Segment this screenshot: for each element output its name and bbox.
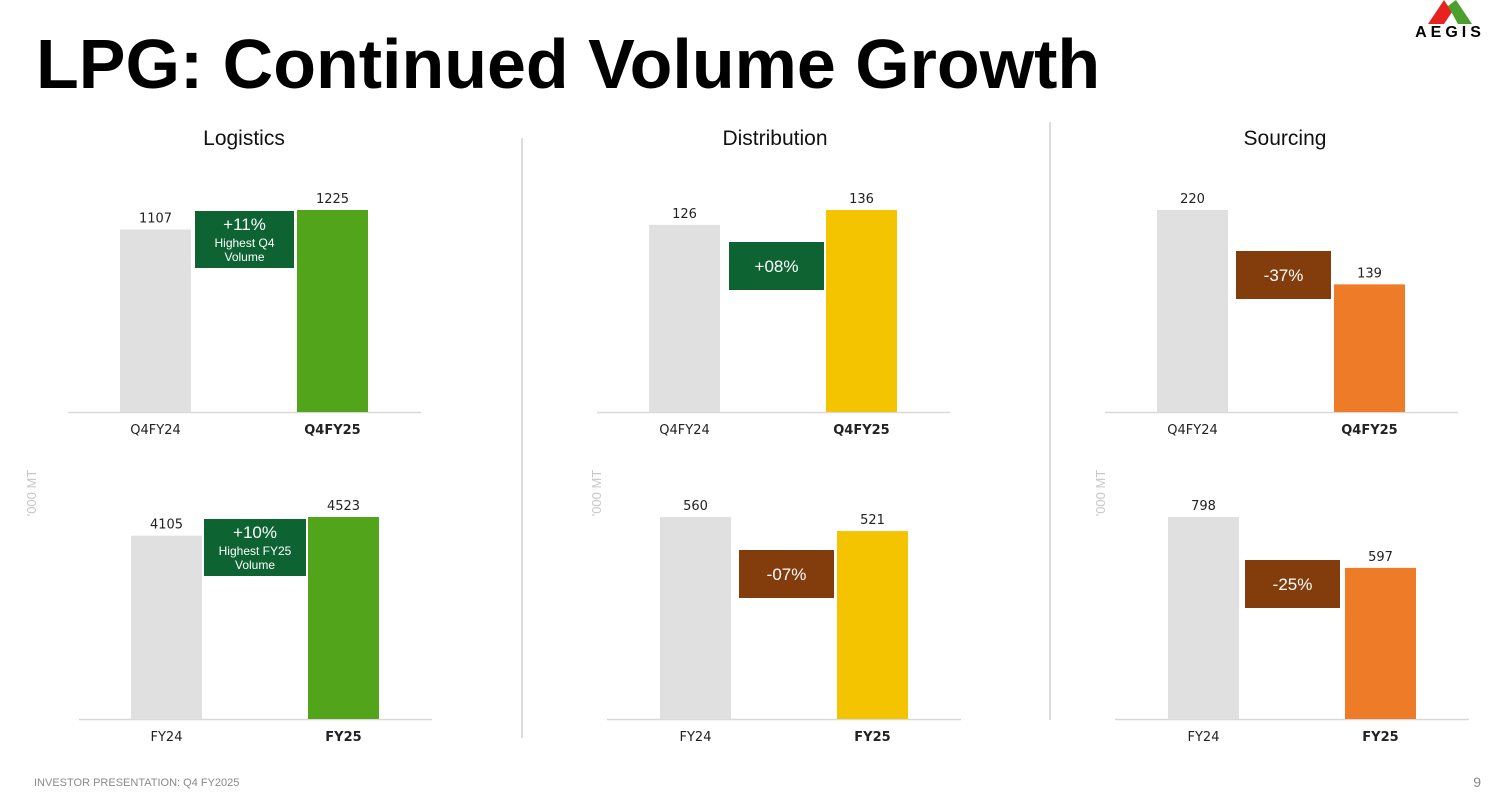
column-divider xyxy=(521,138,523,738)
tick-label: FY25 xyxy=(325,730,361,745)
bar-logistics-q4fy25 xyxy=(297,210,368,412)
tick-label: FY25 xyxy=(854,730,890,745)
change-label: +10% xyxy=(233,523,277,542)
data-label: 220 xyxy=(1180,192,1205,207)
tick-label: FY25 xyxy=(1362,730,1398,745)
y-axis-unit-label: '000 MT xyxy=(589,470,604,517)
bar-sourcing-q4fy25 xyxy=(1334,284,1405,412)
change-box xyxy=(739,550,834,598)
data-label: 139 xyxy=(1357,266,1382,281)
y-axis-unit-label: '000 MT xyxy=(1093,470,1108,517)
data-label: 4105 xyxy=(150,518,183,533)
y-axis-unit-label: '000 MT xyxy=(24,470,39,517)
page-number: 9 xyxy=(1473,774,1481,790)
change-note: Volume xyxy=(235,558,275,572)
change-box xyxy=(1236,251,1331,299)
change-label: +08% xyxy=(755,257,799,276)
data-label: 136 xyxy=(849,192,874,207)
tick-label: Q4FY24 xyxy=(1167,423,1217,438)
change-box xyxy=(204,519,306,576)
data-label: 126 xyxy=(672,207,697,222)
data-label: 1225 xyxy=(316,192,349,207)
logo-text: AEGIS xyxy=(1415,24,1485,41)
change-label: -25% xyxy=(1273,575,1313,594)
bar-distribution-q4fy24 xyxy=(649,224,720,412)
tick-label: FY24 xyxy=(151,730,183,745)
data-label: 560 xyxy=(683,499,708,514)
bar-sourcing-fy25 xyxy=(1345,567,1416,719)
change-label: +11% xyxy=(223,215,266,234)
bar-logistics-fy24 xyxy=(131,535,202,719)
change-box xyxy=(729,242,824,290)
tick-label: Q4FY25 xyxy=(304,423,360,438)
bar-logistics-fy25 xyxy=(308,517,379,719)
change-note: Highest FY25 xyxy=(219,544,292,558)
bar-distribution-fy25 xyxy=(837,531,908,719)
change-box xyxy=(1245,560,1340,608)
bar-distribution-fy24 xyxy=(660,517,731,719)
change-label: -37% xyxy=(1264,266,1304,285)
tick-label: FY24 xyxy=(680,730,712,745)
change-note: Volume xyxy=(224,250,264,264)
tick-label: Q4FY25 xyxy=(833,423,889,438)
column-divider xyxy=(1049,122,1051,720)
logo-mark-icon xyxy=(1428,0,1472,24)
bar-distribution-q4fy25 xyxy=(826,210,897,412)
page-title: LPG: Continued Volume Growth xyxy=(36,25,1101,103)
tick-label: Q4FY25 xyxy=(1341,423,1397,438)
tick-label: Q4FY24 xyxy=(659,423,709,438)
data-label: 1107 xyxy=(139,211,172,226)
tick-label: FY24 xyxy=(1188,730,1220,745)
data-label: 4523 xyxy=(327,499,360,514)
tick-label: Q4FY24 xyxy=(130,423,180,438)
column-title-distribution: Distribution xyxy=(722,127,828,150)
bar-sourcing-fy24 xyxy=(1168,517,1239,719)
bar-sourcing-q4fy24 xyxy=(1157,210,1228,412)
data-label: 521 xyxy=(860,513,885,528)
column-title-logistics: Logistics xyxy=(203,127,285,150)
change-label: -07% xyxy=(767,565,807,584)
footer-text: INVESTOR PRESENTATION: Q4 FY2025 xyxy=(34,777,240,789)
aegis-logo: AEGIS xyxy=(1408,0,1492,44)
change-note: Highest Q4 xyxy=(214,236,274,250)
bar-logistics-q4fy24 xyxy=(120,229,191,412)
change-box xyxy=(195,211,294,268)
column-title-sourcing: Sourcing xyxy=(1243,127,1327,150)
data-label: 798 xyxy=(1191,499,1216,514)
data-label: 597 xyxy=(1368,550,1393,565)
